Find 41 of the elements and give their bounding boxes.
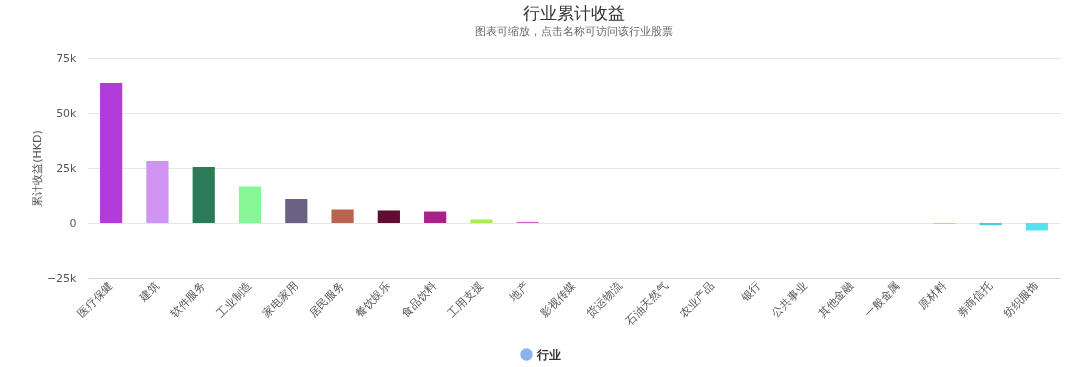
bar — [285, 199, 308, 223]
x-tick-label: 货运物流 — [584, 279, 625, 320]
text: 行业 — [536, 347, 561, 362]
bar — [470, 219, 493, 223]
chart-title: 行业累计收益 — [523, 3, 625, 23]
x-tick-label: 建筑 — [136, 279, 162, 306]
bar — [100, 83, 123, 223]
y-tick-label: 75k — [56, 51, 78, 65]
bar — [1025, 223, 1048, 231]
x-tick-label: 居民服务 — [306, 279, 347, 320]
bar — [146, 160, 169, 223]
bar — [377, 210, 400, 223]
x-tick-label: 食品饮料 — [399, 279, 440, 320]
chart-subtitle: 图表可缩放，点击名称可访问该行业股票 — [475, 25, 673, 38]
x-tick-label: 工用支援 — [445, 279, 486, 320]
x-tick-label: 纺织服饰 — [1000, 279, 1042, 320]
x-tick-label: 农业产品 — [676, 279, 718, 320]
y-tick-label: −25k — [46, 271, 78, 285]
x-tick-label: 其他金融 — [815, 279, 856, 320]
bar — [979, 223, 1002, 226]
bar — [238, 186, 262, 223]
y-tick-label: 25k — [56, 161, 78, 175]
x-tick-label: 石油天然气 — [622, 279, 671, 328]
y-tick-label: 0 — [69, 216, 77, 230]
x-tick-label: 影视传媒 — [537, 279, 579, 320]
x-tick-label: 原材料 — [916, 279, 949, 313]
y-tick-label: 50k — [56, 106, 78, 120]
x-tick-label: 公共事业 — [769, 279, 810, 320]
bar — [331, 209, 354, 223]
bar — [424, 211, 447, 223]
x-tick-label: 餐饮娱乐 — [352, 279, 394, 320]
x-tick-label: 软件服务 — [167, 279, 208, 320]
x-tick-label: 医疗保健 — [75, 279, 116, 320]
x-tick-label: 家电家用 — [260, 279, 301, 320]
x-tick-label: 工业制造 — [213, 279, 255, 320]
x-tick-label: 券商信托 — [954, 279, 995, 320]
y-axis-title: 累计收益(HKD) — [30, 130, 44, 207]
bar — [192, 166, 215, 223]
x-tick-label: 一般金属 — [861, 279, 903, 320]
x-tick-label: 银行 — [737, 279, 764, 306]
x-tick-label: 地产 — [506, 279, 532, 306]
